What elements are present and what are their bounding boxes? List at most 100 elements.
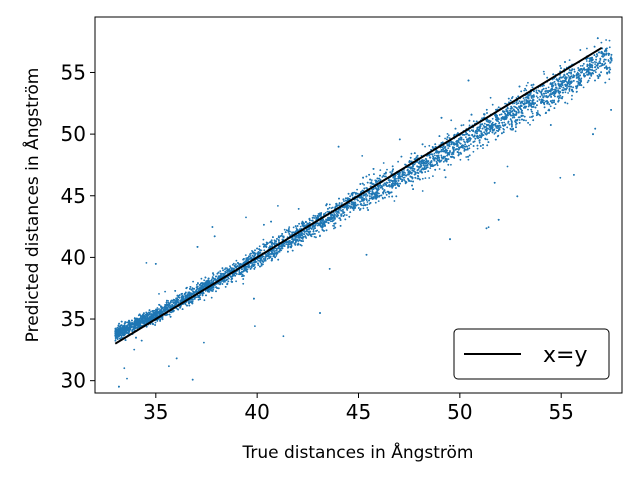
scatter-point xyxy=(518,100,521,102)
scatter-point xyxy=(235,263,237,266)
scatter-point xyxy=(219,270,222,272)
scatter-point xyxy=(468,124,471,127)
scatter-point xyxy=(608,46,611,49)
scatter-point xyxy=(266,258,269,260)
scatter-point xyxy=(388,195,390,198)
scatter-point xyxy=(568,88,571,91)
scatter-point xyxy=(337,214,340,217)
scatter-point xyxy=(345,214,348,217)
scatter-point xyxy=(539,114,542,117)
scatter-point xyxy=(203,299,206,302)
scatter-point xyxy=(575,91,578,93)
scatter-point xyxy=(279,245,281,248)
scatter-point xyxy=(493,133,496,135)
scatter-point xyxy=(481,117,483,120)
scatter-point xyxy=(313,217,316,219)
scatter-point xyxy=(515,124,517,126)
scatter-point xyxy=(513,116,516,119)
scatter-point xyxy=(310,235,313,238)
scatter-point xyxy=(559,176,562,179)
scatter-point xyxy=(257,259,260,262)
scatter-point xyxy=(428,144,431,147)
scatter-point xyxy=(529,123,531,126)
scatter-point xyxy=(462,138,465,141)
scatter-point xyxy=(500,119,502,122)
scatter-point xyxy=(135,318,137,321)
scatter-point xyxy=(340,213,342,216)
scatter-point xyxy=(482,147,484,150)
scatter-point xyxy=(590,61,593,63)
scatter-point xyxy=(159,318,162,321)
scatter-point xyxy=(483,122,486,125)
scatter-point xyxy=(459,142,462,145)
scatter-point xyxy=(382,162,385,164)
scatter-point xyxy=(274,251,276,254)
scatter-point xyxy=(333,227,335,230)
scatter-point xyxy=(608,39,611,42)
scatter-point xyxy=(258,245,261,248)
scatter-point xyxy=(203,341,205,344)
scatter-point xyxy=(485,130,488,133)
scatter-point xyxy=(594,71,597,74)
scatter-point xyxy=(433,152,436,155)
scatter-point xyxy=(145,262,148,264)
scatter-point xyxy=(464,141,466,144)
scatter-point xyxy=(567,74,570,77)
scatter-point xyxy=(231,263,234,266)
scatter-point xyxy=(440,154,443,157)
scatter-point xyxy=(592,61,594,64)
scatter-point xyxy=(421,190,424,192)
scatter-point xyxy=(506,116,508,119)
scatter-point xyxy=(328,206,331,209)
scatter-point xyxy=(360,202,362,205)
scatter-point xyxy=(476,147,479,150)
scatter-point xyxy=(491,103,494,106)
scatter-point xyxy=(582,86,585,89)
scatter-point xyxy=(604,62,607,65)
scatter-point xyxy=(507,122,509,124)
scatter-point xyxy=(515,103,518,105)
scatter-point xyxy=(460,138,463,141)
scatter-point xyxy=(568,59,571,61)
scatter-point xyxy=(192,280,195,283)
scatter-point xyxy=(313,233,316,235)
scatter-point xyxy=(308,221,311,224)
scatter-point xyxy=(123,367,126,370)
scatter-point xyxy=(522,97,525,100)
scatter-point xyxy=(232,262,235,265)
scatter-point xyxy=(447,134,450,137)
scatter-point xyxy=(416,169,419,172)
scatter-point xyxy=(576,80,578,83)
scatter-point xyxy=(513,105,515,108)
scatter-point xyxy=(442,160,445,163)
scatter-point xyxy=(495,127,498,129)
scatter-point xyxy=(470,129,473,132)
scatter-point xyxy=(335,215,338,217)
scatter-point xyxy=(442,155,445,158)
scatter-point xyxy=(450,119,453,122)
scatter-point xyxy=(434,154,436,157)
scatter-point xyxy=(387,185,389,188)
scatter-point xyxy=(434,163,437,166)
scatter-point xyxy=(506,165,509,168)
scatter-point xyxy=(450,163,452,166)
scatter-point xyxy=(470,143,472,146)
scatter-point xyxy=(343,200,345,203)
scatter-point xyxy=(467,158,470,161)
scatter-point xyxy=(245,216,247,219)
scatter-point xyxy=(416,165,418,168)
scatter-point xyxy=(410,152,413,155)
scatter-point xyxy=(424,177,427,180)
scatter-point xyxy=(324,212,327,214)
scatter-point xyxy=(389,185,391,188)
scatter-point xyxy=(478,141,481,144)
scatter-point xyxy=(282,335,285,338)
scatter-point xyxy=(491,117,494,120)
scatter-point xyxy=(525,119,527,122)
scatter-point xyxy=(389,171,392,174)
scatter-point xyxy=(504,102,506,105)
scatter-point xyxy=(498,121,501,124)
scatter-point xyxy=(586,47,588,50)
scatter-point xyxy=(126,377,128,380)
scatter-point xyxy=(381,176,384,178)
